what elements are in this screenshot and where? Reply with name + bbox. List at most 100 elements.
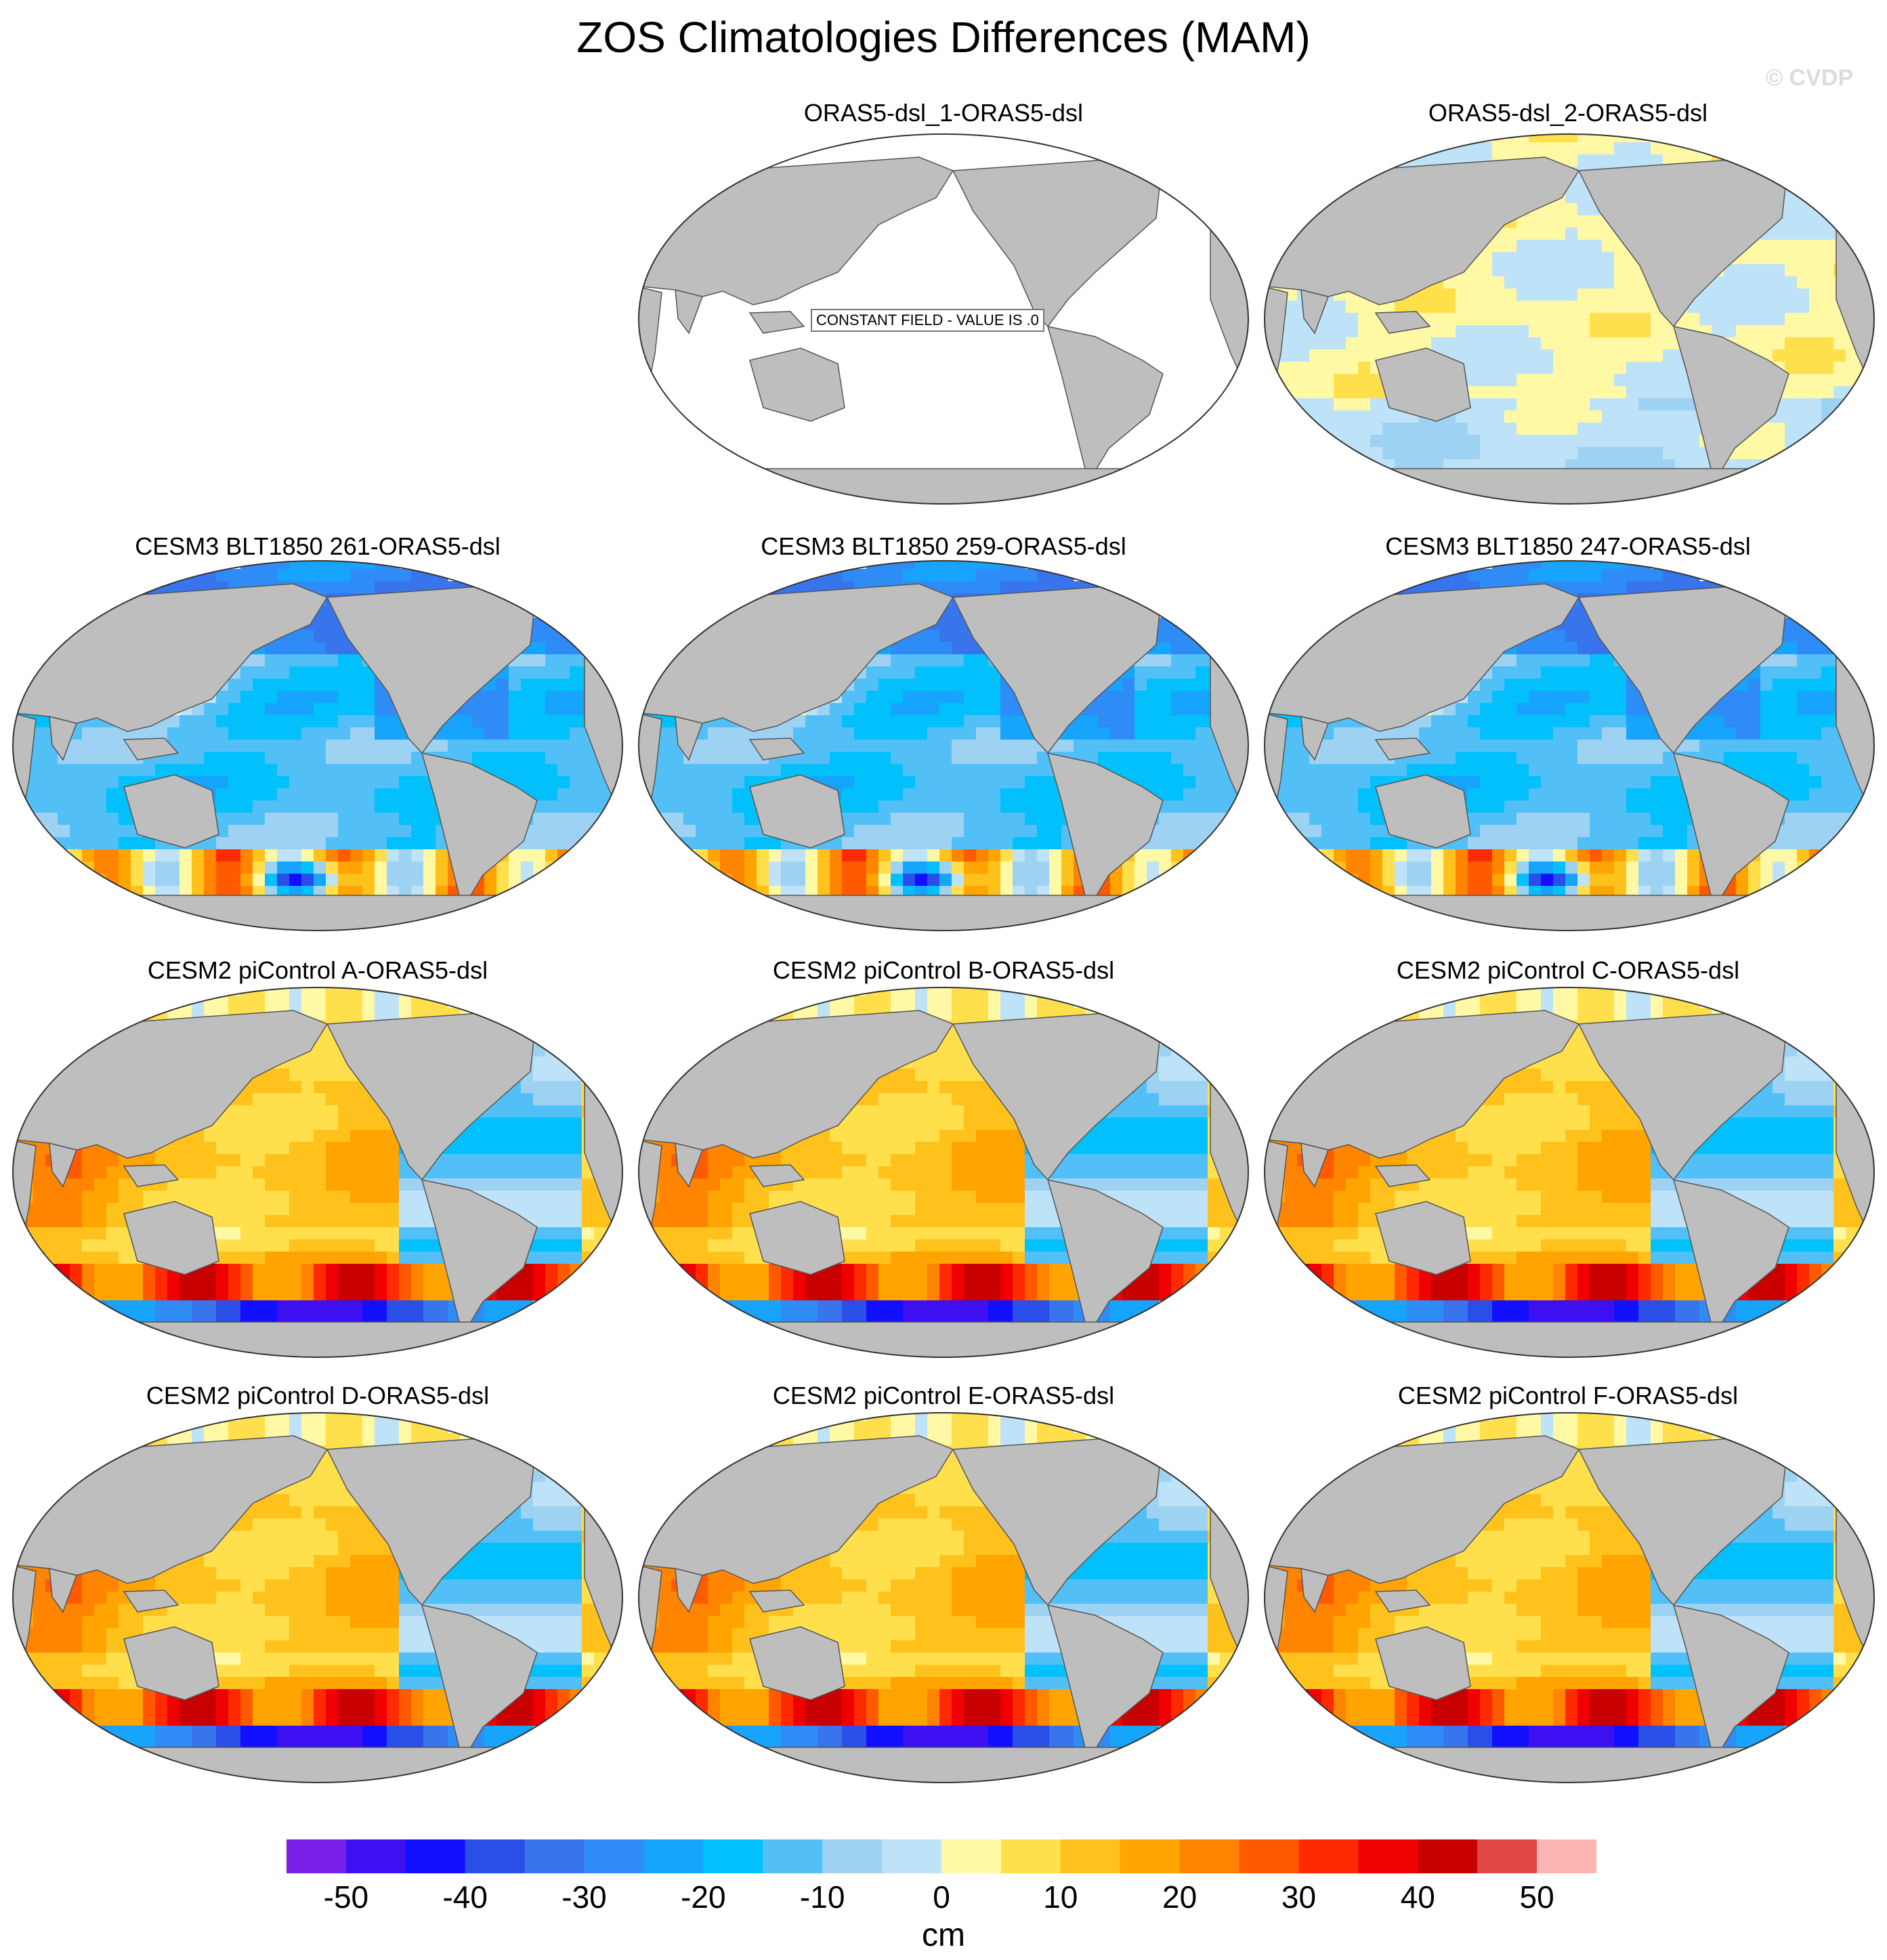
field-cell [842, 569, 855, 582]
field-cell [1846, 776, 1859, 789]
field-cell [375, 715, 387, 728]
field-cell [1614, 861, 1627, 874]
field-cell [192, 764, 205, 777]
field-cell [1590, 240, 1603, 253]
field-cell [1468, 801, 1481, 813]
field-cell [964, 813, 977, 826]
field-cell [1821, 715, 1834, 728]
field-cell [1760, 264, 1773, 277]
field-cell [1553, 561, 1566, 570]
field-cell [1565, 349, 1578, 362]
field-cell [1025, 837, 1038, 850]
field-cell [1590, 264, 1603, 277]
field-cell [1517, 654, 1529, 667]
field-cell [411, 825, 424, 838]
field-cell [1480, 691, 1493, 704]
field-cell [1590, 727, 1603, 740]
field-cell [1013, 801, 1025, 813]
field-cell [1285, 727, 1298, 740]
field-cell [1309, 801, 1322, 813]
field-cell [45, 752, 58, 765]
field-cell [671, 801, 684, 813]
field-cell [119, 874, 131, 887]
field-cell [769, 849, 782, 862]
field-cell [1183, 813, 1196, 826]
field-cell [1529, 691, 1542, 704]
field-cell [1468, 813, 1481, 826]
field-cell [533, 788, 546, 801]
field-cell [1480, 874, 1493, 887]
field-cell [1699, 740, 1712, 752]
field-cell [545, 752, 558, 765]
field-cell [708, 825, 721, 838]
field-cell [1074, 715, 1086, 728]
field-cell [314, 561, 326, 570]
field-cell [1468, 423, 1481, 435]
field-cell [350, 861, 363, 874]
field-cell [1638, 374, 1651, 387]
field-cell [1492, 561, 1505, 570]
field-cell [878, 703, 891, 716]
field-cell [964, 861, 977, 874]
field-cell [1626, 874, 1639, 887]
field-cell [594, 788, 607, 801]
field-cell [1529, 715, 1542, 728]
field-cell [1614, 788, 1627, 801]
field-cell [1480, 264, 1493, 277]
field-cell [1334, 752, 1347, 765]
field-cell [1395, 861, 1407, 874]
field-cell [1529, 252, 1542, 265]
field-cell [1785, 264, 1798, 277]
field-cell [1541, 825, 1554, 838]
field-cell [1797, 825, 1810, 838]
field-cell [1626, 561, 1639, 570]
field-cell [131, 874, 144, 887]
field-cell [94, 825, 107, 838]
field-cell [1614, 252, 1627, 265]
field-cell [94, 727, 107, 740]
field-cell [1195, 740, 1208, 752]
field-cell [1736, 301, 1749, 314]
field-cell [375, 874, 387, 887]
field-cell [1183, 740, 1196, 752]
field-cell [533, 703, 546, 716]
field-cell [533, 740, 546, 752]
field-cell [732, 813, 745, 826]
field-cell [830, 776, 843, 789]
field-cell [1602, 801, 1615, 813]
field-cell [338, 849, 351, 862]
field-cell [683, 801, 696, 813]
field-cell [854, 764, 867, 777]
field-cell [708, 740, 721, 752]
field-cell [1590, 715, 1603, 728]
field-cell [1651, 581, 1663, 594]
field-cell [1809, 228, 1822, 240]
field-cell [757, 764, 769, 777]
panel-title-11: CESM2 piControl F-ORAS5-dsl [1397, 1382, 1739, 1409]
field-cell [1614, 752, 1627, 765]
field-cell [1553, 837, 1566, 850]
field-cell [1590, 561, 1603, 570]
field-cell [866, 825, 879, 838]
field-cell [1000, 740, 1013, 752]
field-cell [1675, 813, 1688, 826]
field-cell [1135, 740, 1147, 752]
field-cell [1760, 861, 1773, 874]
field-cell [1443, 715, 1456, 728]
field-cell [915, 825, 928, 838]
field-cell [1468, 703, 1481, 716]
field-cell [119, 801, 131, 813]
field-cell [570, 703, 582, 716]
field-cell [375, 561, 387, 570]
land-mass [1135, 136, 1197, 185]
field-cell [1614, 362, 1627, 375]
field-cell [744, 849, 757, 862]
field-cell [1602, 715, 1615, 728]
land-mass [49, 716, 77, 761]
field-cell [1013, 788, 1025, 801]
field-cell [866, 569, 879, 582]
field-cell [533, 837, 546, 850]
field-cell [350, 666, 363, 679]
field-cell [1626, 289, 1639, 301]
field-cell [1147, 679, 1160, 691]
